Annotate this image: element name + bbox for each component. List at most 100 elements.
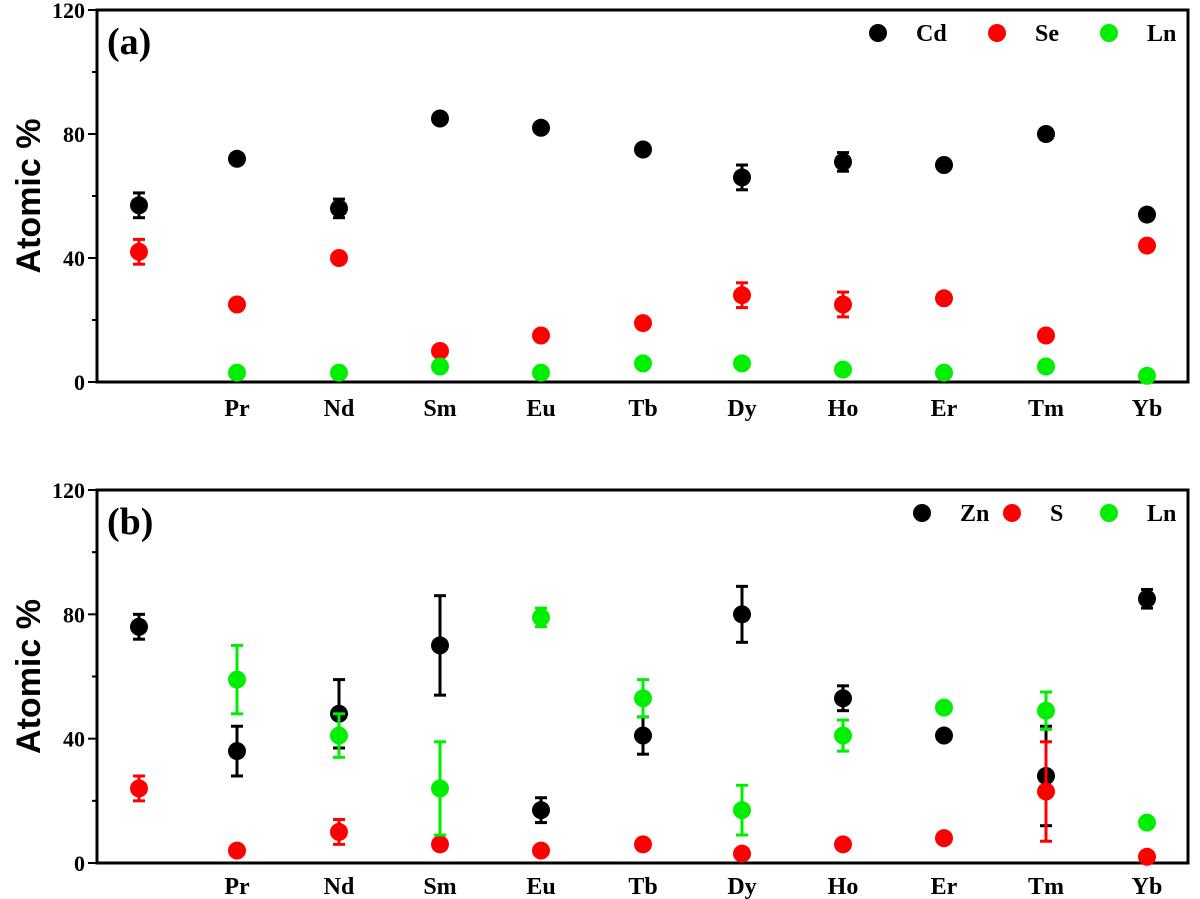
data-point-se (330, 249, 348, 267)
x-category-label: Pr (224, 396, 250, 422)
data-point-ln (935, 698, 953, 717)
data-point-ln (228, 670, 246, 689)
legend-marker-s (1003, 504, 1021, 522)
y-tick-label: 120 (52, 478, 85, 503)
x-category-label: Pr (224, 874, 250, 899)
x-category-label: Sm (423, 874, 456, 899)
data-point-zn (733, 605, 751, 624)
data-point-ln (634, 354, 652, 373)
data-point-s (935, 829, 953, 848)
panel-b: 0 40 80 120 Pr Nd Sm Eu Tb Dy Ho Er Tm Yb Atomic % (b) Z… (10, 478, 1190, 899)
data-point-zn (1138, 589, 1156, 608)
data-point-zn (228, 742, 246, 761)
legend-label-se: Se (1035, 21, 1059, 47)
data-point-cd (228, 149, 246, 168)
y-axis-label: Atomic % (10, 119, 48, 274)
data-point-ln (1138, 813, 1156, 832)
data-point-zn (634, 726, 652, 745)
data-point-ln (431, 357, 449, 376)
data-point-s (431, 835, 449, 854)
data-point-se (228, 295, 246, 314)
x-category-label: Dy (727, 396, 756, 422)
x-category-label: Tm (1028, 874, 1064, 899)
legend-marker-ln (1100, 24, 1118, 42)
data-point-s (733, 844, 751, 863)
legend-label-ln: Ln (1147, 501, 1176, 527)
data-point-s (1037, 782, 1055, 801)
data-point-ln (834, 360, 852, 379)
y-tick-label: 80 (63, 602, 85, 627)
plot-frame (95, 488, 1190, 865)
x-category-label: Dy (727, 874, 756, 899)
data-point-zn (130, 617, 148, 636)
data-point-se (130, 242, 148, 261)
data-point-cd (431, 109, 449, 128)
x-category-label: Nd (324, 396, 355, 422)
panel-a: 0 40 80 120 Pr Nd Sm Eu Tb Dy Ho Er Tm Yb Atomic % (a) C… (10, 0, 1190, 422)
legend-marker-cd (869, 24, 887, 42)
data-point-ln (330, 363, 348, 382)
data-point-s (834, 835, 852, 854)
data-point-ln (228, 363, 246, 382)
data-point-se (634, 314, 652, 333)
data-point-cd (935, 156, 953, 174)
data-point-ln (1037, 357, 1055, 376)
data-point-ln (733, 801, 751, 820)
data-point-ln (1037, 701, 1055, 720)
y-tick-label: 0 (74, 370, 85, 395)
data-point-ln (634, 689, 652, 708)
data-point-ln (330, 726, 348, 745)
y-tick-label: 0 (74, 851, 85, 876)
legend-marker-se (988, 24, 1006, 42)
data-point-se (935, 289, 953, 308)
data-point-se (532, 326, 550, 345)
x-category-label: Eu (526, 396, 555, 422)
x-category-label: Tb (628, 874, 657, 899)
x-category-label: Tb (628, 396, 657, 422)
x-category-label: Sm (423, 396, 456, 422)
data-point-ln (935, 363, 953, 382)
data-point-ln (532, 363, 550, 382)
legend-marker-zn (913, 504, 931, 522)
series-ln (228, 606, 1156, 837)
legend-label-cd: Cd (916, 21, 947, 47)
series-zn (130, 584, 1156, 828)
data-point-se (1138, 236, 1156, 255)
x-category-label: Nd (324, 874, 355, 899)
data-point-s (228, 841, 246, 860)
x-category-label: Ho (828, 874, 859, 899)
data-point-ln (532, 608, 550, 627)
data-point-zn (935, 726, 953, 745)
data-point-cd (634, 140, 652, 159)
x-category-label: Yb (1132, 396, 1163, 422)
data-point-cd (532, 118, 550, 137)
x-category-label: Yb (1132, 874, 1163, 899)
data-point-cd (733, 168, 751, 187)
series-ln (228, 354, 1156, 385)
data-point-se (834, 295, 852, 314)
data-point-cd (330, 199, 348, 218)
x-category-label: Eu (526, 874, 555, 899)
y-tick-label: 120 (52, 0, 85, 23)
series-se (130, 236, 1156, 360)
y-tick-label: 40 (63, 727, 85, 752)
data-point-ln (834, 726, 852, 745)
data-point-s (1138, 847, 1156, 866)
data-point-zn (834, 689, 852, 708)
series-cd (130, 109, 1156, 224)
data-point-zn (532, 801, 550, 820)
data-point-ln (431, 779, 449, 798)
series-s (130, 740, 1156, 866)
data-point-se (1037, 326, 1055, 345)
legend: Cd Se Ln (869, 21, 1176, 47)
data-point-se (733, 286, 751, 305)
panel-label: (a) (107, 21, 151, 63)
data-point-cd (1138, 205, 1156, 224)
data-point-ln (733, 354, 751, 373)
legend-label-zn: Zn (960, 501, 989, 527)
x-category-label: Tm (1028, 396, 1064, 422)
legend-label-ln: Ln (1147, 21, 1176, 47)
data-point-s (634, 835, 652, 854)
legend-marker-ln (1100, 504, 1118, 522)
